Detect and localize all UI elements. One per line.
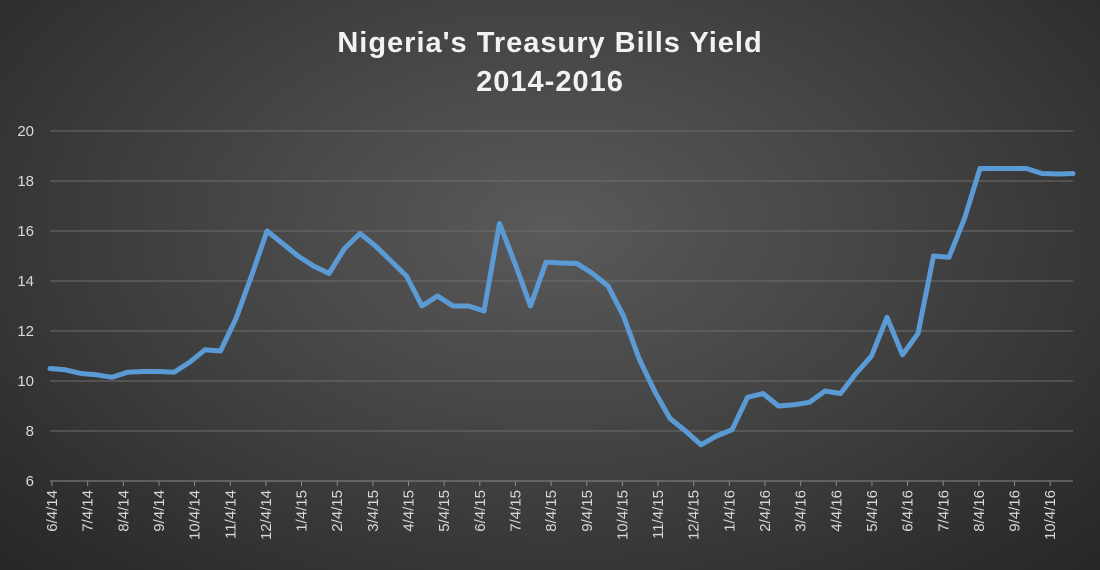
gridlines (50, 130, 1073, 432)
y-tick-label: 14 (17, 273, 34, 290)
x-tick-label: 8/4/16 (971, 490, 988, 532)
x-tick-label: 10/4/14 (187, 490, 204, 540)
x-tick-label: 2/4/15 (329, 490, 346, 532)
y-tick-label: 8 (26, 423, 34, 440)
x-tick-label: 8/4/15 (543, 490, 560, 532)
x-tick-label: 3/4/16 (793, 490, 810, 532)
y-axis: 6 8 10 12 14 16 18 20 (17, 123, 34, 490)
chart-subtitle: 2014-2016 (476, 66, 624, 98)
chart-title: Nigeria's Treasury Bills Yield (337, 27, 762, 59)
x-tick-label: 9/4/16 (1007, 490, 1024, 532)
x-tick-label: 11/4/15 (650, 490, 667, 539)
y-tick-label: 12 (17, 323, 34, 340)
x-tick-label: 9/4/14 (151, 490, 168, 532)
x-tick-label: 12/4/15 (686, 490, 703, 540)
x-tick-label: 10/4/16 (1042, 490, 1059, 540)
x-tick-label: 4/4/15 (401, 490, 418, 532)
y-tick-label: 16 (17, 223, 34, 240)
x-tick-label: 7/4/14 (80, 490, 97, 532)
x-tick-label: 7/4/16 (935, 490, 952, 532)
x-tick-label: 6/4/16 (900, 490, 917, 532)
x-tick-label: 6/4/14 (44, 490, 61, 532)
x-tick-label: 11/4/14 (222, 490, 239, 539)
x-tick-label: 8/4/14 (115, 490, 132, 532)
x-tick-label: 7/4/15 (507, 490, 524, 532)
x-tick-label: 2/4/16 (757, 490, 774, 532)
x-tick-label: 9/4/15 (579, 490, 596, 532)
y-tick-label: 18 (17, 173, 34, 190)
x-tick-label: 5/4/16 (864, 490, 881, 532)
x-tick-label: 12/4/14 (258, 490, 275, 540)
x-tick-label: 6/4/15 (472, 490, 489, 532)
y-tick-label: 10 (17, 373, 34, 390)
series-group (47, 166, 1076, 448)
x-tick-label: 10/4/15 (614, 490, 631, 540)
x-tick-label: 1/4/16 (721, 490, 738, 532)
x-tick-label: 1/4/15 (294, 490, 311, 532)
series-line (47, 166, 1076, 448)
x-tick-label: 5/4/15 (436, 490, 453, 532)
y-tick-label: 20 (17, 123, 34, 140)
x-tick-label: 4/4/16 (828, 490, 845, 532)
x-axis: 6/4/14 7/4/14 8/4/14 9/4/14 10/4/14 11/4/14 12… (44, 480, 1073, 540)
y-tick-label: 6 (26, 473, 34, 490)
x-tick-label: 3/4/15 (365, 490, 382, 532)
